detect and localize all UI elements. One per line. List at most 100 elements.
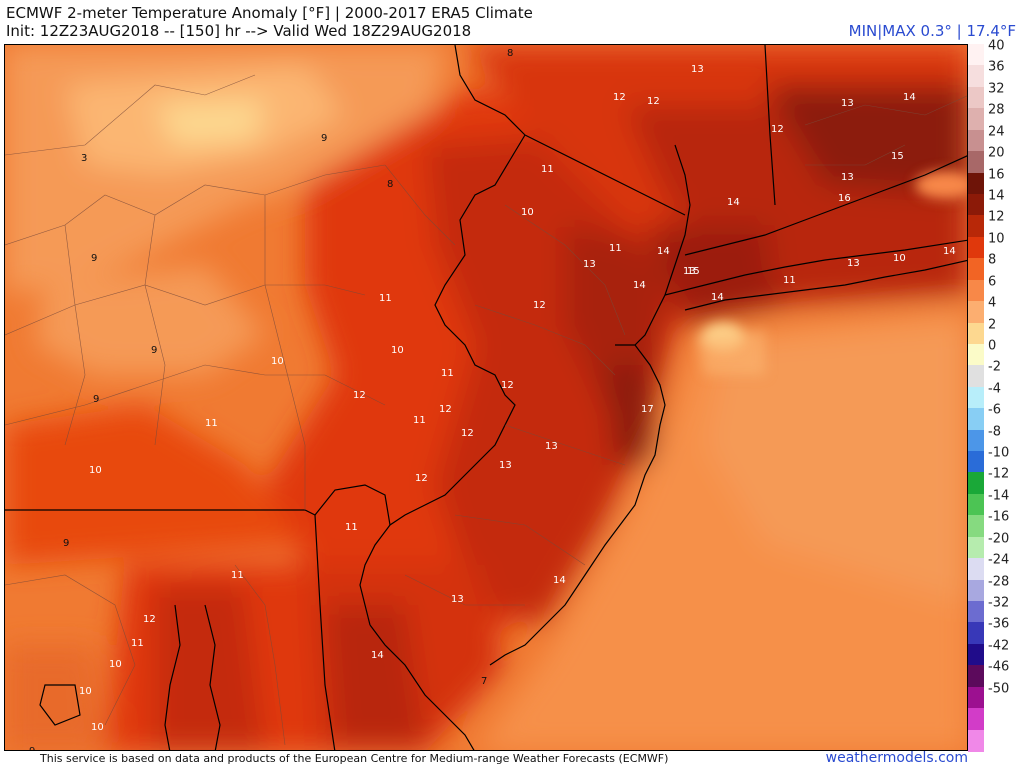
map-value-label: 12	[439, 404, 452, 415]
legend-swatch	[968, 665, 984, 688]
map-value-label: 11	[441, 368, 454, 379]
brand-link[interactable]: weathermodels.com	[825, 750, 968, 766]
legend-label: -20	[988, 531, 1010, 547]
map-value-label: 15	[891, 151, 904, 162]
legend-swatch	[968, 215, 984, 238]
legend-swatch	[968, 386, 984, 409]
legend-label: 10	[988, 231, 1005, 247]
map-value-label: 15	[687, 266, 700, 277]
map-value-label: 9	[29, 746, 35, 751]
legend-label: 2	[988, 317, 997, 332]
map-value-label: 13	[583, 259, 596, 270]
legend-label: 20	[988, 145, 1005, 161]
map-value-label: 14	[657, 246, 670, 257]
legend-swatch	[968, 44, 984, 66]
map-value-label: 14	[903, 92, 916, 103]
legend-label: 0	[988, 338, 997, 354]
map-value-label: 13	[499, 460, 512, 471]
legend-swatch	[968, 579, 984, 602]
map-value-label: 11	[379, 293, 392, 304]
map-value-label: 12	[501, 380, 514, 391]
legend-label: 6	[988, 274, 997, 290]
legend-label: -12	[988, 466, 1010, 482]
map-value-label: 10	[79, 686, 92, 697]
anomaly-shading	[5, 45, 967, 750]
legend-swatch	[968, 322, 984, 345]
county-borders	[5, 74, 967, 746]
legend-label: -28	[988, 574, 1010, 590]
map-value-label: 10	[89, 465, 102, 476]
legend-swatch	[968, 65, 984, 88]
legend-swatch	[968, 172, 984, 195]
coastal-gradients	[695, 171, 967, 375]
legend-swatch	[968, 493, 984, 516]
legend-swatch	[968, 429, 984, 452]
legend-label: -4	[988, 381, 1001, 397]
map-value-label: 14	[711, 292, 724, 303]
legend-swatch	[968, 622, 984, 645]
map-value-label: 14	[943, 246, 956, 257]
legend-label: 8	[988, 252, 997, 268]
legend-swatch	[968, 236, 984, 259]
map-value-label: 11	[131, 638, 144, 649]
map-value-label: 13	[847, 258, 860, 269]
legend-swatch	[968, 536, 984, 559]
legend-swatch	[968, 472, 984, 495]
map-value-label: 10	[893, 253, 906, 264]
legend-label: -10	[988, 445, 1010, 461]
legend-swatch	[968, 408, 984, 431]
legend-label: 40	[988, 38, 1005, 54]
anomaly-map[interactable]: 8 13 12 12 13 14 12 13 15 14 16 3 9 11 8 10 11 13 14 13 14 15…	[4, 44, 968, 751]
legend-swatch	[968, 451, 984, 474]
map-value-label: 10	[91, 722, 104, 733]
min-max-readout: MIN|MAX 0.3° | 17.4°F	[848, 22, 1016, 40]
map-value-label: 7	[481, 676, 487, 687]
legend-swatch	[968, 108, 984, 131]
map-value-label: 13	[683, 266, 696, 277]
map-value-label: 10	[521, 207, 534, 218]
legend-label: 32	[988, 81, 1005, 97]
legend-swatch	[968, 558, 984, 581]
map-value-label: 11	[345, 522, 358, 533]
color-legend: 40 36 32 28 24 20 16 14 12 10 8 6 4 2 0 -2 -4 -6 -8 -10 -12-…	[968, 39, 1022, 752]
map-value-label: 12	[771, 124, 784, 135]
legend-swatch	[968, 729, 984, 752]
map-value-label: 11	[541, 164, 554, 175]
attribution-text: This service is based on data and produc…	[40, 752, 669, 765]
legend-swatch	[968, 193, 984, 216]
legend-label: -8	[988, 424, 1001, 440]
legend-swatch	[968, 643, 984, 666]
map-value-label: 8	[387, 179, 393, 190]
legend-swatch	[968, 708, 984, 731]
map-value-label: 12	[613, 92, 626, 103]
legend-label: 24	[988, 124, 1005, 140]
map-value-label: 9	[63, 538, 69, 549]
map-value-label: 11	[413, 415, 426, 426]
legend-swatch	[968, 343, 984, 366]
init-valid-line: Init: 12Z23AUG2018 -- [150] hr --> Valid…	[6, 22, 472, 40]
legend-swatch	[968, 86, 984, 109]
legend-swatch	[968, 515, 984, 538]
legend-label: 28	[988, 102, 1005, 118]
map-value-label: 10	[109, 659, 122, 670]
legend-swatch	[968, 601, 984, 624]
map-value-label: 14	[633, 280, 646, 291]
map-value-label: 13	[841, 172, 854, 183]
legend-label: 4	[988, 295, 997, 311]
map-value-label: 3	[81, 153, 87, 164]
legend-label: -46	[988, 659, 1010, 675]
map-value-label: 9	[91, 253, 97, 264]
map-value-label: 13	[841, 98, 854, 109]
map-value-label: 10	[271, 356, 284, 367]
map-value-label: 14	[727, 197, 740, 208]
map-value-label: 13	[545, 441, 558, 452]
map-value-label: 11	[205, 418, 218, 429]
legend-label: -14	[988, 488, 1010, 504]
legend-swatch	[968, 129, 984, 152]
map-value-label: 11	[609, 243, 622, 254]
legend-swatch	[968, 258, 984, 281]
map-value-label: 12	[647, 96, 660, 107]
legend-label: -32	[988, 595, 1010, 611]
